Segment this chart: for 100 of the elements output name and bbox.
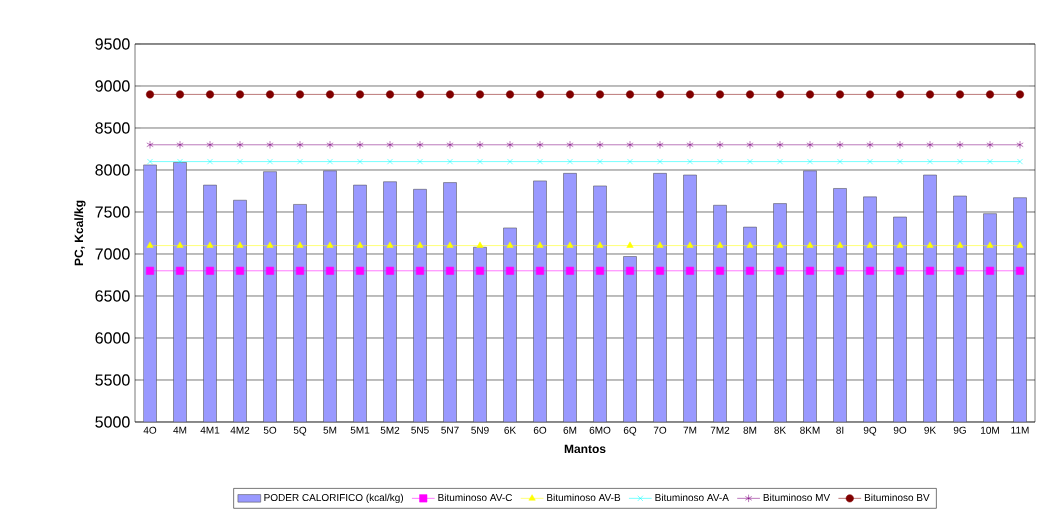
point [536,140,544,149]
point [746,140,754,149]
x-tick-label: 5M2 [380,426,400,434]
point [656,140,664,149]
point [746,266,755,275]
point [267,158,273,165]
point [447,158,453,165]
point [146,266,155,275]
x-tick-label: 4M1 [200,426,220,434]
point [146,140,154,149]
point [176,241,184,248]
x-tick-label: 4M2 [230,426,250,434]
point [866,90,875,99]
point [807,158,813,165]
point [476,90,485,99]
point [296,266,305,275]
point [416,241,424,248]
x-tick-label: 5M1 [350,426,370,434]
point [266,241,274,248]
point [177,158,183,165]
point [326,266,335,275]
point [746,241,754,248]
y-tick-label: 5000 [95,416,130,428]
point [417,158,423,165]
point [566,90,575,99]
x-tick-label: 11M [1011,426,1029,434]
point [986,266,995,275]
point [356,90,365,99]
point [1017,158,1023,165]
point [536,241,544,248]
point [836,140,844,149]
point [476,266,485,275]
point [1016,241,1024,248]
x-tick-label: 8K [774,426,786,434]
x-tick-label: 6M [563,426,577,434]
point [926,266,935,275]
point [506,241,514,248]
legend-label: Bituminoso MV [763,493,831,502]
point [866,241,874,248]
point [266,140,274,149]
y-tick-label: 8000 [95,164,130,176]
point [1016,90,1025,99]
x-tick-label: 5N5 [411,426,429,434]
point [716,90,725,99]
point [296,140,304,149]
point [716,140,724,149]
point [987,158,993,165]
point [896,140,904,149]
point [717,158,723,165]
point [867,158,873,165]
legend-label: Bituminoso AV-B [547,493,621,502]
point [926,90,935,99]
x-tick-label: 8KM [800,426,820,434]
point [957,158,963,165]
point [896,241,904,248]
point [626,90,635,99]
y-tick-label: 5500 [95,374,130,386]
y-tick-label: 7000 [95,248,130,260]
point [866,140,874,149]
point [746,90,755,99]
point [626,266,635,275]
point [147,158,153,165]
point [656,241,664,248]
point [176,266,185,275]
point [776,90,785,99]
point [626,241,634,248]
x-tick-label: 5N7 [441,426,459,434]
point [446,266,455,275]
y-tick-label: 7500 [95,206,130,218]
y-tick-label: 9000 [95,80,130,92]
point [866,266,875,275]
point [837,158,843,165]
x-tick-label: 6O [533,426,547,434]
x-axis-title: Mantos [564,444,606,454]
x-tick-label: 4M [173,426,187,434]
y-tick-label: 6500 [95,290,130,302]
x-tick-label: 9Q [863,426,877,436]
point [446,241,454,248]
point [567,158,573,165]
point [386,140,394,149]
x-tick-label: 4O [143,426,157,434]
point [956,140,964,149]
point [777,158,783,165]
point [296,241,304,248]
x-tick-label: 5Q [293,426,307,436]
point [566,266,575,275]
y-tick-label: 9500 [95,38,130,50]
point [896,266,905,275]
point [356,241,364,248]
point [446,140,454,149]
point [236,266,245,275]
point [806,90,815,99]
point [716,241,724,248]
point [806,140,814,149]
point [416,140,424,149]
x-tick-label: 8I [836,426,844,434]
point [327,158,333,165]
point [326,90,335,99]
point [356,140,364,149]
point [686,266,695,275]
